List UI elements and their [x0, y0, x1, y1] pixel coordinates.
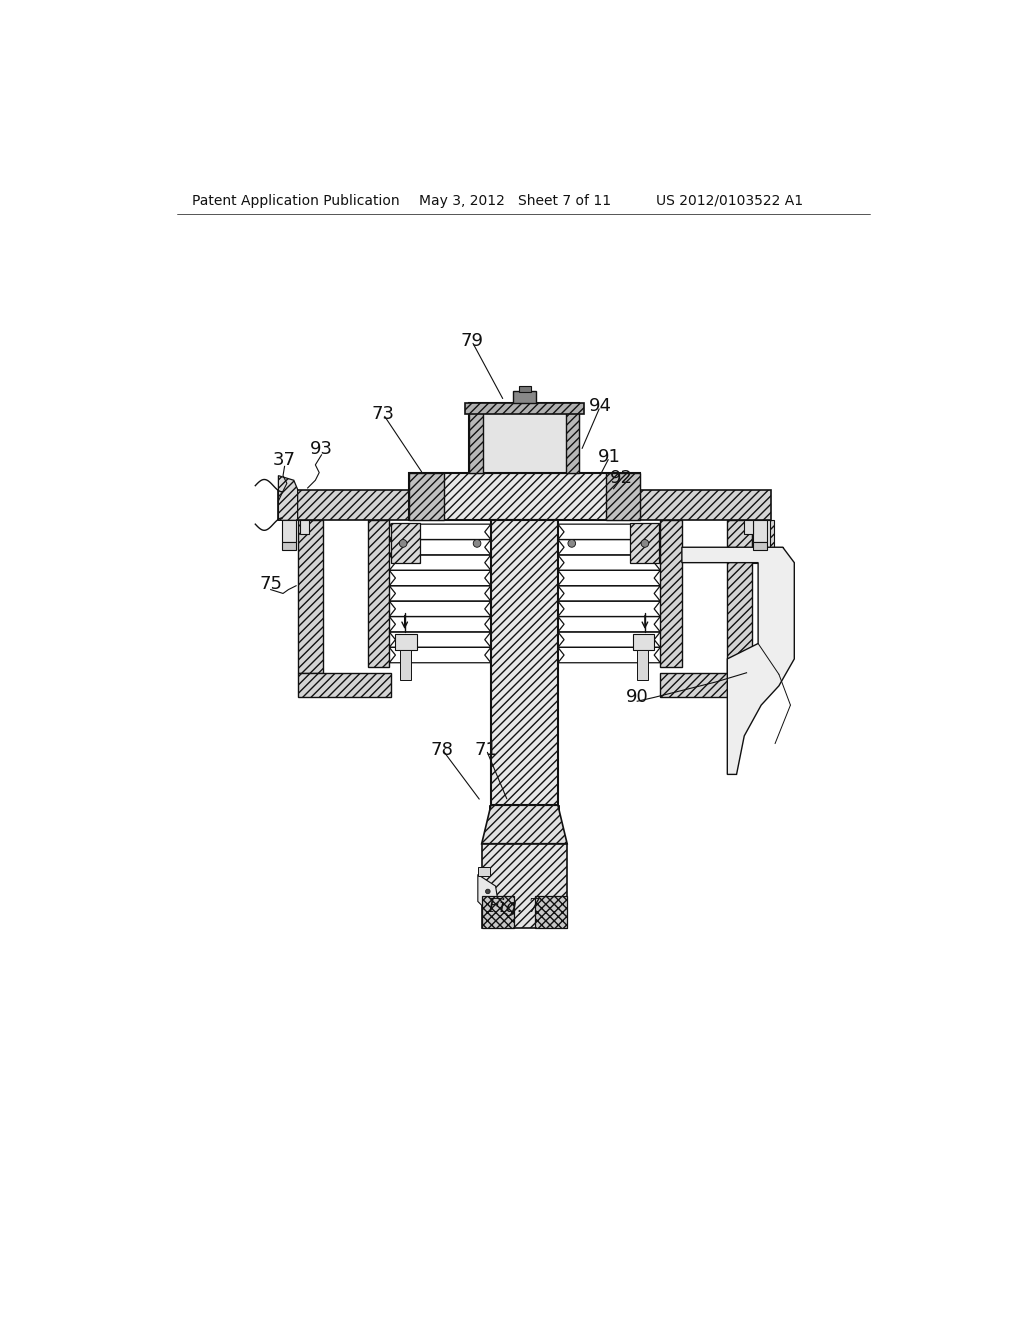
Polygon shape [605, 473, 640, 520]
Polygon shape [622, 490, 771, 520]
Bar [518, 387, 531, 392]
Polygon shape [410, 473, 640, 520]
Bar [481, 843, 567, 928]
Polygon shape [478, 874, 499, 913]
Bar [744, 520, 754, 535]
Bar [565, 404, 580, 473]
Text: 73: 73 [372, 405, 394, 422]
Polygon shape [279, 475, 298, 520]
Polygon shape [752, 548, 782, 562]
Bar [469, 404, 483, 473]
Circle shape [399, 540, 407, 548]
Bar [637, 649, 648, 681]
Bar [633, 635, 654, 649]
Bar [478, 867, 490, 876]
Text: May 3, 2012   Sheet 7 of 11: May 3, 2012 Sheet 7 of 11 [419, 194, 611, 207]
Polygon shape [410, 473, 444, 520]
Bar [469, 404, 580, 473]
Text: 79: 79 [460, 331, 483, 350]
Bar [298, 673, 391, 697]
Bar [513, 391, 537, 404]
Bar [761, 520, 770, 693]
Circle shape [568, 540, 575, 548]
Circle shape [641, 540, 649, 548]
Text: Patent Application Publication: Patent Application Publication [193, 194, 399, 207]
Bar [535, 896, 567, 928]
Text: Fig. 7: Fig. 7 [486, 898, 540, 916]
Bar [660, 520, 682, 667]
Bar [300, 520, 309, 535]
Bar [298, 520, 323, 673]
Bar [754, 520, 767, 541]
Text: 90: 90 [626, 689, 648, 706]
Bar [752, 520, 773, 549]
Polygon shape [682, 548, 795, 775]
Bar [368, 520, 389, 667]
Bar [395, 635, 417, 649]
Text: 91: 91 [598, 449, 621, 466]
Bar [283, 543, 296, 549]
Bar [490, 520, 558, 805]
Bar [754, 543, 767, 549]
Bar [659, 673, 752, 697]
Circle shape [473, 540, 481, 548]
Bar [400, 649, 411, 681]
Circle shape [485, 890, 490, 894]
Text: 37: 37 [273, 451, 296, 469]
Text: 78: 78 [431, 741, 454, 759]
Text: US 2012/0103522 A1: US 2012/0103522 A1 [656, 194, 804, 207]
Text: 71: 71 [475, 741, 498, 759]
Polygon shape [465, 404, 584, 414]
Polygon shape [279, 490, 427, 520]
Bar [630, 524, 658, 564]
Text: 92: 92 [610, 469, 633, 487]
Bar [481, 896, 514, 928]
Text: 93: 93 [310, 441, 333, 458]
Bar [283, 520, 296, 541]
Bar [727, 520, 752, 673]
Text: 94: 94 [589, 397, 611, 416]
Text: 75: 75 [259, 576, 283, 593]
Polygon shape [481, 805, 567, 843]
Bar [391, 524, 420, 564]
